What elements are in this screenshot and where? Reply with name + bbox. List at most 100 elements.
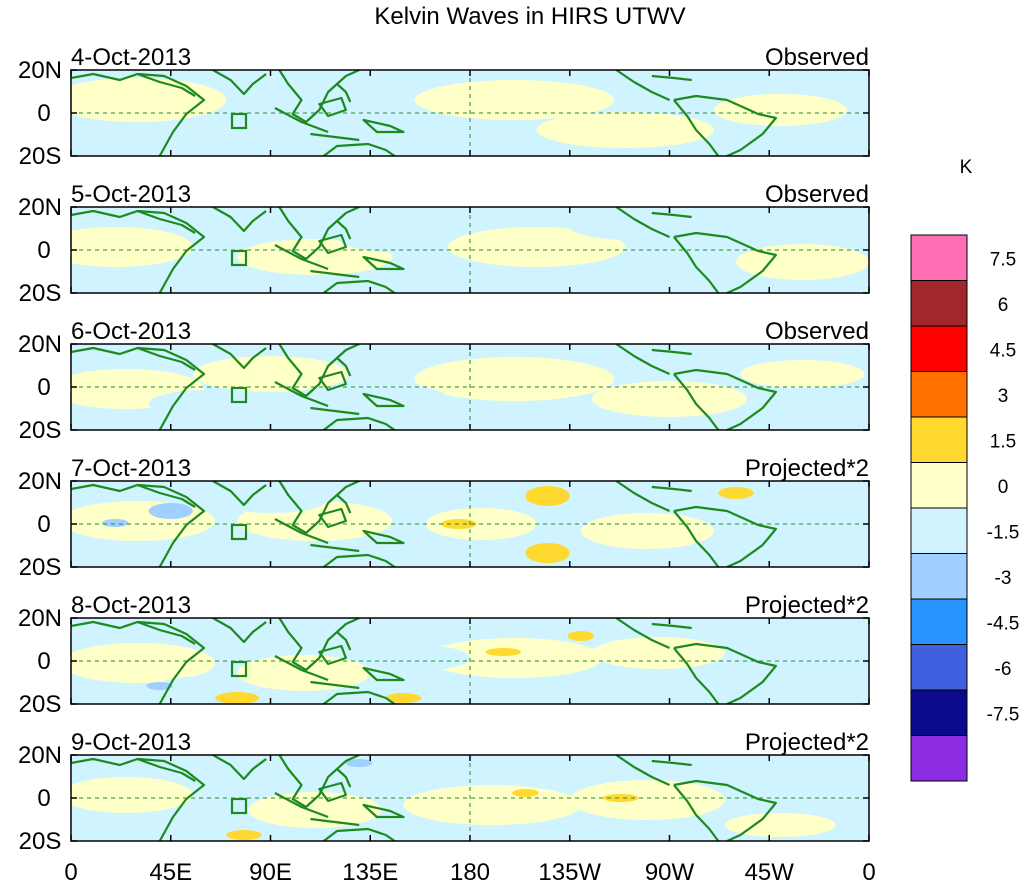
coastline	[318, 370, 347, 392]
coastline	[362, 255, 405, 271]
anomaly-contour	[724, 813, 836, 837]
latitude-tick-label: 0	[37, 648, 50, 675]
anomaly-contour	[248, 792, 382, 828]
coastline	[651, 211, 692, 219]
anomaly-contour	[525, 543, 570, 563]
coastline	[137, 72, 196, 97]
latitude-tick-label: 20N	[18, 742, 62, 769]
anomaly-contour	[414, 357, 615, 401]
panel-kind: Projected*2	[745, 592, 869, 619]
anomaly-contour	[270, 76, 404, 104]
coastline	[274, 792, 329, 819]
panel-date: 5-Oct-2013	[71, 181, 191, 208]
latitude-tick-label: 20N	[18, 605, 62, 632]
coastline	[310, 680, 360, 690]
coastline	[318, 96, 347, 118]
coastlines	[71, 344, 777, 430]
coastlines	[71, 70, 777, 156]
coastline	[71, 757, 206, 841]
latitude-tick-label: 0	[37, 237, 50, 264]
colorbar-swatch	[910, 371, 968, 418]
colorbar-label: -4.5	[987, 614, 1020, 635]
colorbar-label: -6	[995, 659, 1012, 680]
coastline	[278, 70, 360, 124]
map-panels: 20N 0 20S 4-Oct-2013 Observed 20N 0 20S 5-Oct-20…	[18, 44, 870, 855]
coastline	[673, 510, 720, 567]
panel-kind: Projected*2	[745, 455, 869, 482]
coastline	[673, 779, 777, 841]
anomaly-contour	[512, 789, 539, 797]
anomaly-contour	[603, 794, 639, 802]
latitude-tick-label: 20S	[19, 828, 62, 855]
coastline	[673, 647, 720, 704]
coastline	[318, 644, 347, 666]
region-box	[230, 386, 248, 404]
anomaly-contour	[314, 766, 448, 794]
coastline	[323, 279, 396, 293]
colorbar-swatch	[910, 689, 968, 736]
anomaly-contour	[337, 221, 470, 253]
coastline	[212, 344, 267, 370]
anomaly-contour	[718, 487, 754, 499]
coastline	[362, 118, 405, 134]
colorbar-swatch	[910, 462, 968, 509]
coastline	[278, 481, 360, 535]
coastline	[137, 483, 196, 508]
coastline	[673, 505, 777, 567]
longitude-tick-label: 90E	[249, 859, 292, 886]
anomaly-contour	[525, 486, 570, 506]
coastline	[274, 518, 329, 545]
coastline	[318, 507, 347, 529]
coastline	[673, 99, 720, 156]
anomaly-contour	[567, 631, 595, 641]
coastline	[362, 803, 405, 819]
coastline	[362, 666, 405, 682]
panel-kind: Projected*2	[745, 729, 869, 756]
coastline	[336, 631, 352, 651]
coastline	[323, 142, 396, 156]
region-box	[230, 797, 248, 815]
coastline	[310, 132, 360, 142]
colorbar-label: 1.5	[990, 432, 1016, 453]
coastline	[336, 768, 352, 788]
anomaly-contour	[192, 356, 349, 392]
panel-date: 7-Oct-2013	[71, 455, 191, 482]
latitude-tick-label: 20S	[19, 554, 62, 581]
coastlines	[71, 618, 777, 704]
coastline	[212, 755, 267, 781]
latitude-tick-label: 20N	[18, 331, 62, 358]
anomaly-field	[71, 631, 725, 704]
anomaly-contour	[485, 648, 521, 656]
coastline	[310, 406, 360, 416]
coastline	[278, 618, 360, 672]
coastline	[71, 209, 206, 293]
longitude-tick-label: 45E	[149, 859, 192, 886]
colorbar-label: 6	[998, 295, 1009, 316]
panel-date: 8-Oct-2013	[71, 592, 191, 619]
coastline	[673, 642, 777, 704]
colorbar-swatch	[910, 325, 968, 372]
coastline	[212, 481, 267, 507]
coastline	[310, 817, 360, 827]
anomaly-field	[71, 76, 847, 154]
panel-date: 9-Oct-2013	[71, 729, 191, 756]
anomaly-contour	[536, 112, 714, 148]
anomaly-contour	[569, 780, 725, 820]
coastline	[336, 357, 352, 377]
coastline	[615, 207, 670, 239]
coastline	[651, 74, 692, 82]
coastline	[71, 620, 206, 704]
anomaly-field	[71, 356, 865, 418]
coastline	[336, 220, 352, 240]
panel-kind: Observed	[765, 318, 869, 345]
coastline	[274, 381, 329, 408]
anomaly-contour	[148, 503, 193, 519]
map-panel: 20N 0 20S 7-Oct-2013 Projected*2	[18, 455, 870, 581]
anomaly-contour	[170, 215, 282, 239]
colorbar-swatch	[910, 234, 968, 281]
longitude-tick-label: 0	[862, 859, 875, 886]
coastline	[278, 755, 360, 809]
anomaly-contour	[148, 390, 260, 418]
longitude-tick-label: 45W	[745, 859, 795, 886]
